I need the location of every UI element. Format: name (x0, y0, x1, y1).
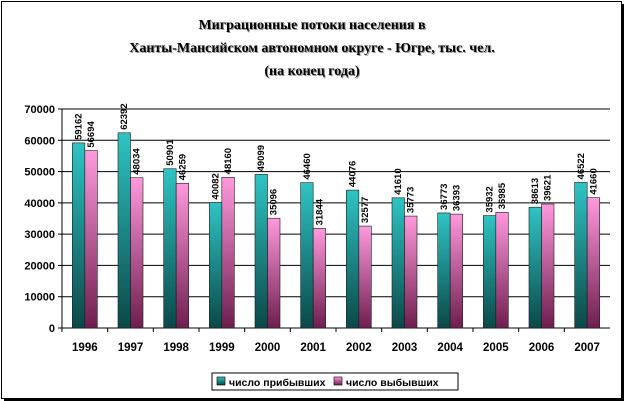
bar-departures (84, 150, 98, 329)
x-tick-label: 1998 (163, 342, 189, 354)
data-label: 46460 (302, 153, 313, 179)
bar-arrivals (574, 182, 588, 329)
y-tick-label: 0 (49, 323, 55, 335)
x-tick-label: 2002 (346, 342, 372, 354)
data-label: 36985 (497, 182, 508, 209)
bar-arrivals (391, 197, 405, 329)
bar-departures (586, 197, 600, 329)
data-label: 39621 (543, 174, 554, 201)
data-label: 41610 (393, 168, 404, 194)
bar-arrivals (209, 202, 223, 329)
x-tick-label: 2003 (392, 342, 418, 354)
y-tick-label: 50000 (24, 167, 55, 179)
y-tick-label: 30000 (24, 229, 55, 241)
data-label: 48034 (132, 148, 143, 175)
x-tick-label: 1996 (72, 342, 98, 354)
data-label: 49099 (256, 145, 267, 171)
bar-departures (130, 177, 144, 329)
data-label: 40082 (211, 173, 222, 199)
x-tick-label: 2004 (437, 342, 463, 354)
bar-arrivals (300, 182, 314, 329)
bar-departures (358, 225, 372, 329)
legend-swatch-arrivals (216, 376, 226, 386)
y-tick-label: 10000 (24, 292, 55, 304)
data-label: 31844 (314, 198, 325, 225)
bar-departures (449, 213, 463, 329)
bar-departures (175, 182, 189, 329)
data-label: 35932 (485, 186, 496, 212)
data-label: 59162 (74, 113, 85, 139)
plot-area (62, 109, 610, 328)
y-tick-label: 40000 (24, 198, 55, 210)
x-tick-label: 2007 (574, 342, 600, 354)
bar-departures (312, 228, 326, 329)
bar-arrivals (528, 206, 542, 329)
y-tick-label: 20000 (24, 260, 55, 272)
y-tick-label: 60000 (24, 135, 55, 147)
x-tick-label: 1999 (209, 342, 235, 354)
data-label: 41660 (588, 168, 599, 194)
legend-label-departures: число выбывших (346, 377, 439, 389)
bar-arrivals (254, 174, 268, 329)
chart-title-line-1: Миграционные потоки населения в (198, 18, 426, 33)
data-label: 35096 (269, 189, 280, 215)
data-label: 44076 (348, 161, 359, 187)
x-tick-label: 2000 (255, 342, 281, 354)
data-label: 46259 (177, 154, 188, 180)
x-tick-label: 2006 (529, 342, 555, 354)
y-tick-label: 70000 (24, 104, 55, 116)
bar-departures (221, 177, 235, 329)
x-tick-label: 2001 (300, 342, 326, 354)
bar-arrivals (483, 215, 497, 329)
data-label: 46522 (576, 153, 587, 179)
data-label: 50901 (165, 139, 176, 166)
legend: число прибывших число выбывших (211, 372, 459, 391)
chart-title-line-3: (на конец года) (264, 64, 360, 79)
bar-arrivals (437, 212, 451, 329)
data-label: 38613 (530, 178, 541, 204)
data-label: 35773 (406, 187, 417, 213)
data-label: 56694 (86, 120, 97, 147)
data-label: 62392 (119, 103, 130, 129)
data-label: 36773 (439, 184, 450, 210)
bar-departures (495, 211, 509, 329)
legend-swatch-departures (333, 376, 343, 386)
x-tick-label: 2005 (483, 342, 509, 354)
legend-label-arrivals: число прибывших (229, 377, 326, 389)
x-tick-label: 1997 (118, 342, 144, 354)
bar-departures (267, 217, 281, 329)
bar-departures (541, 203, 555, 329)
bar-arrivals (72, 142, 86, 329)
bar-departures (404, 215, 418, 329)
data-label: 32577 (360, 197, 371, 223)
bar-arrivals (163, 168, 177, 329)
chart-title-line-2: Ханты-Мансийском автономном округе - Югр… (129, 41, 495, 56)
bar-arrivals (346, 189, 360, 329)
bar-arrivals (117, 132, 131, 329)
data-label: 48160 (223, 148, 234, 174)
data-label: 36393 (451, 185, 462, 211)
